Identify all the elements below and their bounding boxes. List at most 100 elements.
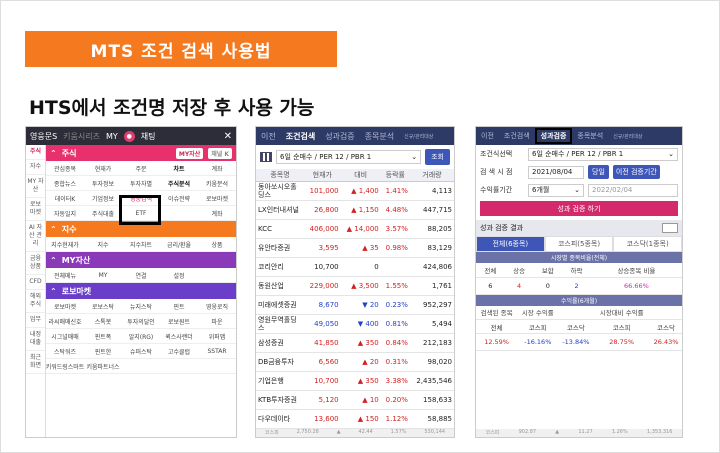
menu-item[interactable]: 키움파트너스 — [84, 359, 122, 374]
tab[interactable]: 조건검색 — [285, 131, 316, 141]
tab[interactable]: 종목분석 — [577, 132, 604, 140]
sidebar-item[interactable]: 금융 상품 — [26, 252, 45, 275]
stock-name[interactable]: 동아쏘시오홀딩스 — [256, 181, 304, 201]
stock-name[interactable]: KCC — [256, 219, 304, 239]
sidebar-item[interactable]: AI 자산 관리 — [26, 221, 45, 252]
menu-item[interactable]: 지수현재가 — [46, 237, 84, 252]
market-subtab[interactable]: 코스피(5종목) — [544, 236, 614, 252]
menu-item[interactable]: 기업정보 — [84, 191, 122, 206]
menu-item[interactable]: 설정 — [160, 268, 198, 283]
market-subtab[interactable]: 코스닥(1종목) — [613, 236, 682, 252]
sidebar-item[interactable]: 최근 화면 — [26, 351, 45, 374]
menu-item[interactable]: 이슈전략 — [160, 191, 198, 206]
stock-name[interactable]: 영원무역홀딩스 — [256, 314, 304, 334]
grid-icon[interactable] — [260, 152, 272, 162]
table-row[interactable]: 동원산업 229,000 ▲ 3,500 1.55% 1,761 — [256, 276, 454, 296]
menu-item[interactable]: 핀트한 — [84, 344, 122, 359]
menu-item[interactable]: 주문 — [122, 161, 160, 176]
menu-item[interactable]: 위퍼맵 — [198, 329, 236, 344]
menu-item[interactable]: 관심종목 — [46, 161, 84, 176]
menu-item[interactable]: ETF — [122, 206, 160, 221]
menu-item[interactable] — [198, 359, 236, 374]
menu-item[interactable]: 스탁워즈 — [46, 344, 84, 359]
chat-tab[interactable]: 채팅 — [140, 131, 156, 141]
table-row[interactable]: LX인터내셔널 26,800 ▲ 1,150 4.48% 447,715 — [256, 200, 454, 220]
menu-item[interactable]: 연결 — [122, 268, 160, 283]
run-verification-button[interactable]: 성과 검증 하기 — [480, 201, 678, 216]
section-header[interactable]: ⌃ MY자산 — [46, 252, 236, 268]
menu-item[interactable]: 지수차트 — [122, 237, 160, 252]
menu-item[interactable]: 로보스탁 — [84, 299, 122, 314]
table-row[interactable]: KTB투자증권 5,120 ▲ 10 0.20% 158,633 — [256, 390, 454, 410]
table-row[interactable]: 삼성증권 41,850 ▲ 350 0.84% 212,183 — [256, 333, 454, 353]
menu-item[interactable]: 로보원트 — [160, 314, 198, 329]
table-row[interactable]: 코리안리 10,700 0 424,806 — [256, 257, 454, 277]
stock-name[interactable]: 미래에셋증권 — [256, 295, 304, 315]
tab[interactable]: 종목분석 — [364, 131, 395, 141]
section-header[interactable]: ⌃ 로보마켓 — [46, 283, 236, 299]
menu-item[interactable]: 스톡봇 — [84, 314, 122, 329]
menu-item[interactable]: 전체메뉴 — [46, 268, 84, 283]
notification-icon[interactable]: ● — [123, 130, 135, 142]
table-row[interactable]: KCC 406,000 ▲ 14,000 3.57% 88,205 — [256, 219, 454, 239]
menu-item[interactable]: 투자정보 — [84, 176, 122, 191]
sidebar-item[interactable]: 해외 주식 — [26, 290, 45, 313]
tab[interactable]: 신규/관리대상 — [404, 133, 434, 140]
section-header[interactable]: ⌃ 지수 — [46, 221, 236, 237]
menu-item[interactable]: 파운 — [198, 314, 236, 329]
menu-item[interactable]: 현재가 — [84, 161, 122, 176]
condition-select[interactable]: 6일 순매수 / PER 12 / PBR 1 ⌄ — [528, 147, 678, 161]
menu-item[interactable]: 로보마켓 — [46, 299, 84, 314]
app-name[interactable]: 영웅문S — [30, 131, 58, 141]
menu-item[interactable]: 투자자별 — [122, 176, 160, 191]
column-header[interactable]: 종목명 — [256, 169, 304, 182]
menu-item[interactable]: 주식분석 — [160, 176, 198, 191]
menu-item[interactable]: 뉴지스탁 — [122, 299, 160, 314]
sidebar-item[interactable]: MY 자산 — [26, 175, 45, 198]
my-asset-badge[interactable]: MY자산 — [175, 147, 204, 159]
menu-item[interactable]: 알지(RG) — [122, 329, 160, 344]
stock-name[interactable]: 다우데이타 — [256, 409, 304, 429]
menu-item[interactable]: 고수클럽 — [160, 344, 198, 359]
menu-item[interactable]: SSTAR — [198, 344, 236, 359]
stock-name[interactable]: KTB투자증권 — [256, 390, 304, 410]
sidebar-item[interactable]: 자수 — [26, 160, 45, 175]
menu-item[interactable]: 핀트폭 — [84, 329, 122, 344]
stock-name[interactable]: LX인터내셔널 — [256, 200, 304, 220]
table-row[interactable]: 동아쏘시오홀딩스 101,000 ▲ 1,400 1.41% 4,113 — [256, 181, 454, 201]
condition-select[interactable]: 6일 순매수 / PER 12 / PBR 1 ⌄ — [276, 150, 422, 164]
sidebar-item[interactable]: 로보 마켓 — [26, 198, 45, 221]
menu-item[interactable]: 핀트 — [160, 299, 198, 314]
stock-name[interactable]: DB금융투자 — [256, 352, 304, 372]
menu-item[interactable]: 계좌 — [198, 206, 236, 221]
prev-period-button[interactable]: 이전 검증기간 — [612, 165, 660, 179]
channel-k-badge[interactable]: 채널 K — [208, 147, 232, 159]
tab[interactable]: 조건검색 — [503, 132, 530, 140]
table-row[interactable]: DB금융투자 6,560 ▲ 20 0.31% 98,020 — [256, 352, 454, 372]
menu-item[interactable]: 차트 — [160, 161, 198, 176]
menu-item[interactable]: 자동일지 — [46, 206, 84, 221]
menu-item[interactable] — [122, 359, 160, 374]
menu-item[interactable]: 상품 — [198, 237, 236, 252]
menu-item[interactable]: 로보마켓 — [198, 191, 236, 206]
menu-item[interactable]: 슈퍼스탁 — [122, 344, 160, 359]
menu-item[interactable]: 주식대출 — [84, 206, 122, 221]
column-header[interactable]: 현재가 — [304, 169, 341, 182]
stock-name[interactable]: 기업은행 — [256, 371, 304, 391]
tab[interactable]: 신규/관리대상 — [613, 133, 643, 140]
column-header[interactable]: 대비 — [340, 169, 381, 182]
search-button[interactable]: 조회 — [425, 149, 450, 165]
stock-name[interactable]: 삼성증권 — [256, 333, 304, 353]
stock-name[interactable]: 코리안리 — [256, 257, 304, 277]
tab[interactable]: 이전 — [261, 131, 276, 141]
market-subtab[interactable]: 전체(6종목) — [476, 236, 545, 252]
menu-item[interactable]: MY — [84, 268, 122, 283]
menu-item[interactable]: 시그널매매 — [46, 329, 84, 344]
close-icon[interactable]: ✕ — [223, 130, 232, 142]
today-button[interactable]: 당일 — [588, 165, 609, 179]
kiwoom-series-tab[interactable]: 키움시리즈 — [63, 131, 100, 141]
stock-name[interactable]: 유안타증권 — [256, 238, 304, 258]
table-row[interactable]: 유안타증권 3,595 ▲ 35 0.98% 83,129 — [256, 238, 454, 258]
table-row[interactable]: 기업은행 10,700 ▲ 350 3.38% 2,435,546 — [256, 371, 454, 391]
menu-item[interactable] — [160, 359, 198, 374]
